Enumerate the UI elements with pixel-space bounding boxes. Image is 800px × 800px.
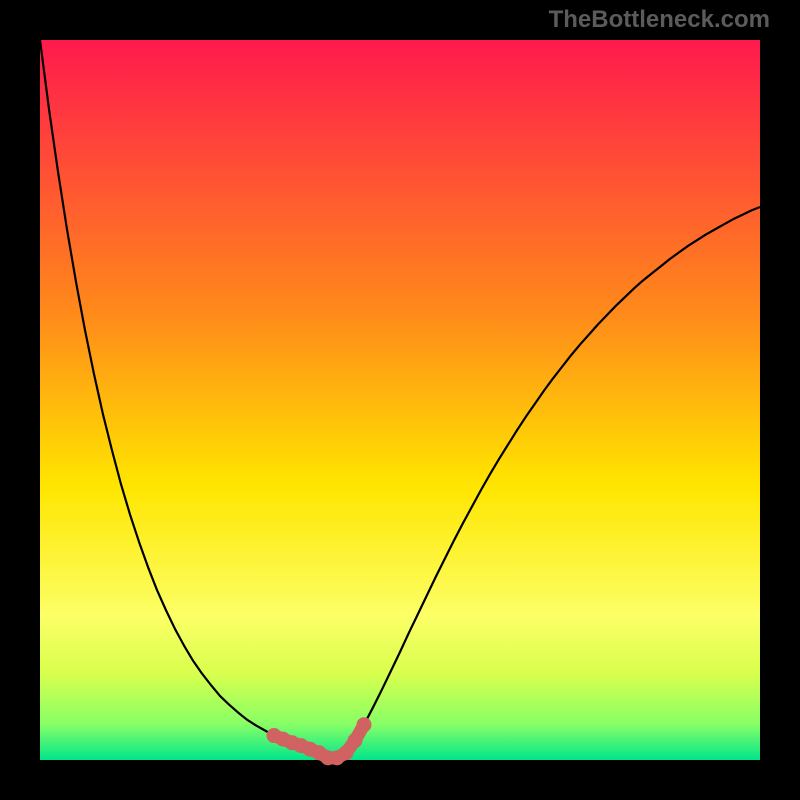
- curve-layer: [40, 40, 760, 760]
- highlight-marker: [348, 733, 363, 748]
- chart-container: TheBottleneck.com: [0, 0, 800, 800]
- watermark-text: TheBottleneck.com: [549, 6, 770, 34]
- plot-area: [40, 40, 760, 760]
- highlight-marker: [339, 745, 354, 760]
- bottleneck-curve: [40, 40, 760, 758]
- highlight-marker: [357, 717, 372, 732]
